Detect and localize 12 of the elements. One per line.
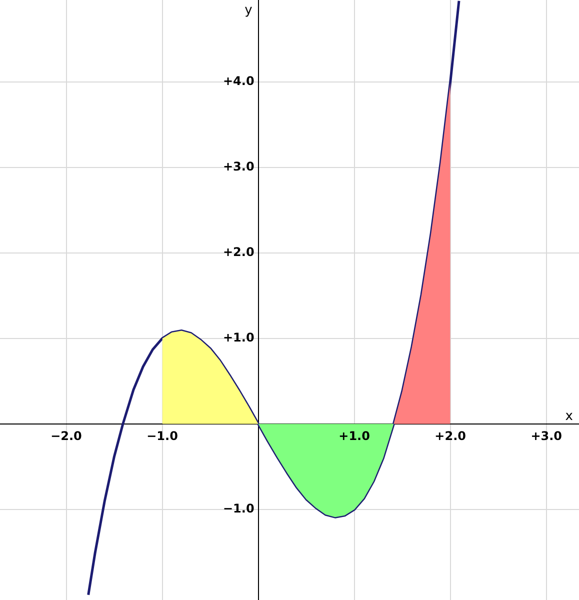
y-tick-label: +4.0 (222, 74, 254, 88)
x-tick-label: +1.0 (338, 429, 370, 444)
y-tick-label: +3.0 (222, 160, 254, 174)
y-tick-label: +2.0 (222, 245, 254, 260)
y-axis-title: y (244, 2, 253, 18)
x-tick-label: +2.0 (434, 429, 466, 444)
x-tick-label: +3.0 (530, 429, 562, 444)
y-tick-label: +1.0 (222, 330, 254, 345)
x-axis-title: x (565, 408, 574, 424)
x-tick-label: −1.0 (146, 429, 178, 444)
x-tick-label: −2.0 (50, 429, 82, 444)
y-tick-label: −1.0 (222, 502, 254, 516)
